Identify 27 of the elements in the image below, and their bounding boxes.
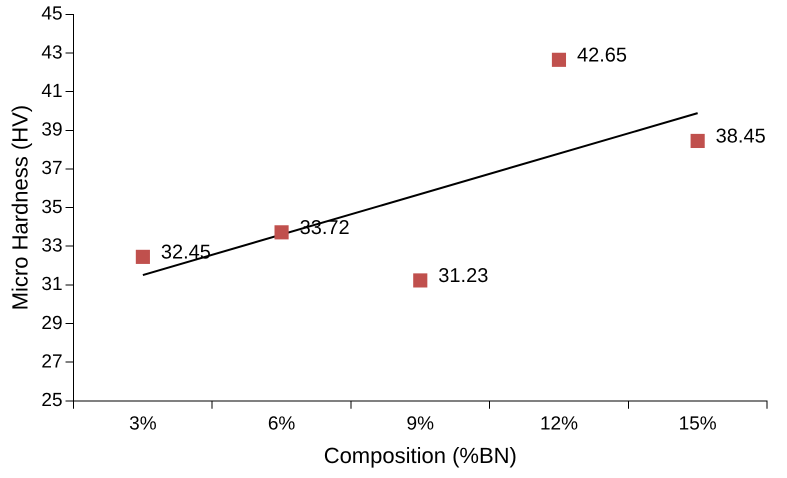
data-label: 38.45 xyxy=(716,125,766,148)
x-tick-label: 3% xyxy=(129,413,157,434)
y-tick-label: 31 xyxy=(41,274,63,296)
x-tick-label: 6% xyxy=(268,413,296,434)
y-tick-label: 37 xyxy=(41,158,63,180)
y-tick-label: 27 xyxy=(41,351,63,372)
data-label: 31.23 xyxy=(438,264,488,287)
y-tick-label: 41 xyxy=(41,80,63,102)
y-tick-label: 43 xyxy=(41,42,63,64)
data-label: 32.45 xyxy=(160,241,211,264)
y-tick-label: 45 xyxy=(41,4,63,25)
y-tick-label: 33 xyxy=(41,235,63,256)
point xyxy=(413,273,428,288)
y-tick-label: 39 xyxy=(41,120,63,141)
point xyxy=(274,225,289,240)
x-tick-label: 12% xyxy=(540,413,578,434)
y-axis-title: Micro Hardness (HV) xyxy=(7,104,32,310)
x-tick-label: 15% xyxy=(678,413,717,434)
data-label: 42.65 xyxy=(576,44,628,66)
x-tick-label: 9% xyxy=(406,413,434,434)
point xyxy=(552,52,566,67)
y-tick-label: 35 xyxy=(41,196,63,218)
y-tick-label: 29 xyxy=(41,312,63,334)
y-tick-label: 25 xyxy=(41,390,63,412)
point xyxy=(690,134,705,148)
point xyxy=(136,250,150,264)
x-axis-title: Composition (%BN) xyxy=(324,442,517,468)
